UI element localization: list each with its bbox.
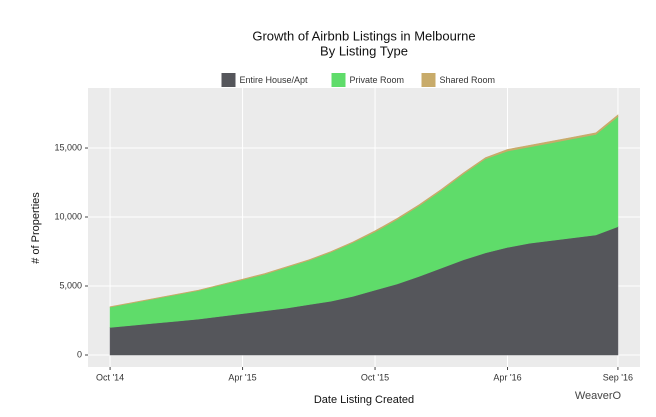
- x-tick-label: Apr '15: [228, 372, 256, 382]
- area: [109, 114, 619, 308]
- y-tick-label: 5,000: [59, 280, 82, 290]
- chart-title: Growth of Airbnb Listings in Melbourne: [252, 28, 475, 43]
- legend-label: Entire House/Apt: [240, 75, 309, 85]
- legend-swatch: [421, 73, 436, 87]
- y-axis-title: # of Properties: [30, 192, 42, 264]
- watermark: WeaverO: [575, 390, 622, 402]
- x-tick-label: Sep '16: [603, 372, 633, 382]
- legend-swatch: [331, 73, 346, 87]
- legend-label: Private Room: [350, 75, 405, 85]
- x-tick-label: Oct '15: [361, 372, 389, 382]
- legend-swatch: [221, 73, 236, 87]
- y-tick-label: 10,000: [54, 211, 82, 221]
- y-tick-label: 15,000: [54, 142, 82, 152]
- x-tick-label: Oct '14: [96, 372, 124, 382]
- x-tick-label: Apr '16: [493, 372, 521, 382]
- legend-label: Shared Room: [440, 75, 496, 85]
- chart-subtitle: By Listing Type: [320, 43, 408, 58]
- x-axis-title: Date Listing Created: [314, 394, 414, 406]
- y-tick-label: 0: [77, 349, 82, 359]
